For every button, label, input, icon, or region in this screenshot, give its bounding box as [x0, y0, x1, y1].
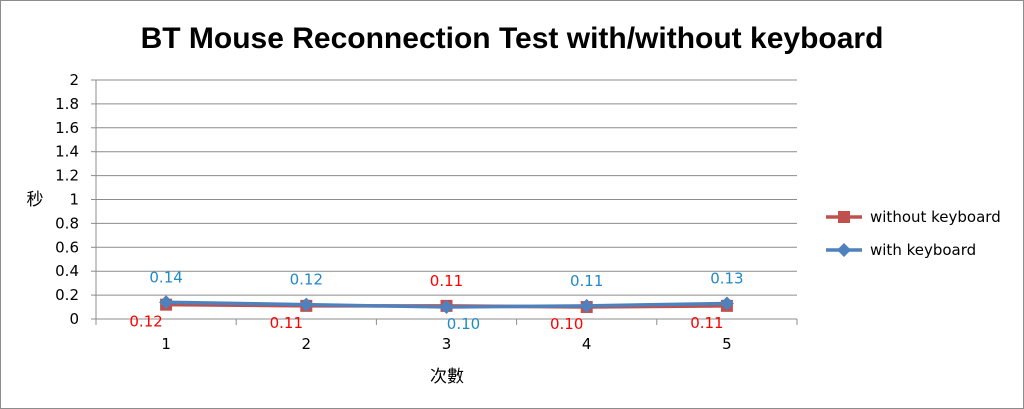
- data-point: [299, 297, 314, 312]
- y-tick-label: 0.4: [55, 262, 79, 280]
- y-tick-label: 0.8: [55, 214, 79, 232]
- y-tick-label: 1.6: [55, 119, 79, 137]
- y-tick-label: 2: [69, 71, 79, 89]
- data-label: 0.13: [710, 269, 743, 287]
- data-point: [719, 296, 734, 311]
- data-label: 0.11: [430, 272, 463, 290]
- y-tick-label: 1.4: [55, 143, 79, 161]
- legend-label: with keyboard: [870, 241, 976, 259]
- x-tick-label: 2: [302, 335, 312, 353]
- y-axis-label: 秒: [27, 190, 44, 210]
- legend-label: without keyboard: [870, 208, 1001, 226]
- y-tick-label: 1.2: [55, 167, 79, 185]
- x-tick-label: 1: [161, 335, 171, 353]
- chart-title: BT Mouse Reconnection Test with/without …: [141, 22, 884, 55]
- legend-marker-1: [837, 243, 851, 257]
- data-label: 0.11: [690, 314, 723, 332]
- x-axis-ticks: 1 2 3 4 5: [95, 319, 798, 353]
- gridlines: [95, 79, 797, 320]
- series-layer: [159, 295, 734, 315]
- data-label: 0.12: [290, 271, 323, 289]
- legend-marker-0: [838, 211, 850, 223]
- x-tick-label: 3: [442, 335, 452, 353]
- data-label: 0.11: [270, 314, 303, 332]
- x-axis-label: 次數: [430, 367, 464, 387]
- data-point: [439, 300, 454, 315]
- data-label: 0.11: [570, 272, 603, 290]
- legend: without keyboard with keyboard: [826, 208, 1001, 259]
- data-label: 0.12: [129, 313, 162, 331]
- x-tick-label: 5: [722, 335, 732, 353]
- y-tick-label: 0.2: [55, 286, 79, 304]
- data-point: [159, 295, 174, 310]
- y-tick-label: 0.6: [55, 238, 79, 256]
- data-label: 0.14: [149, 268, 182, 286]
- y-axis-ticks: 0 0.2 0.4 0.6 0.8 1 1.2 1.4 1.6 1.8 2: [55, 71, 96, 328]
- data-label: 0.10: [447, 315, 480, 333]
- y-tick-label: 1: [69, 191, 79, 209]
- data-labels: 0.12 0.11 0.11 0.10 0.11 0.14 0.12 0.10 0.11 0.13: [129, 268, 743, 333]
- x-tick-label: 4: [582, 335, 592, 353]
- data-label: 0.10: [550, 315, 583, 333]
- y-tick-label: 0: [69, 310, 79, 328]
- y-tick-label: 1.8: [55, 95, 79, 113]
- data-point: [579, 298, 594, 313]
